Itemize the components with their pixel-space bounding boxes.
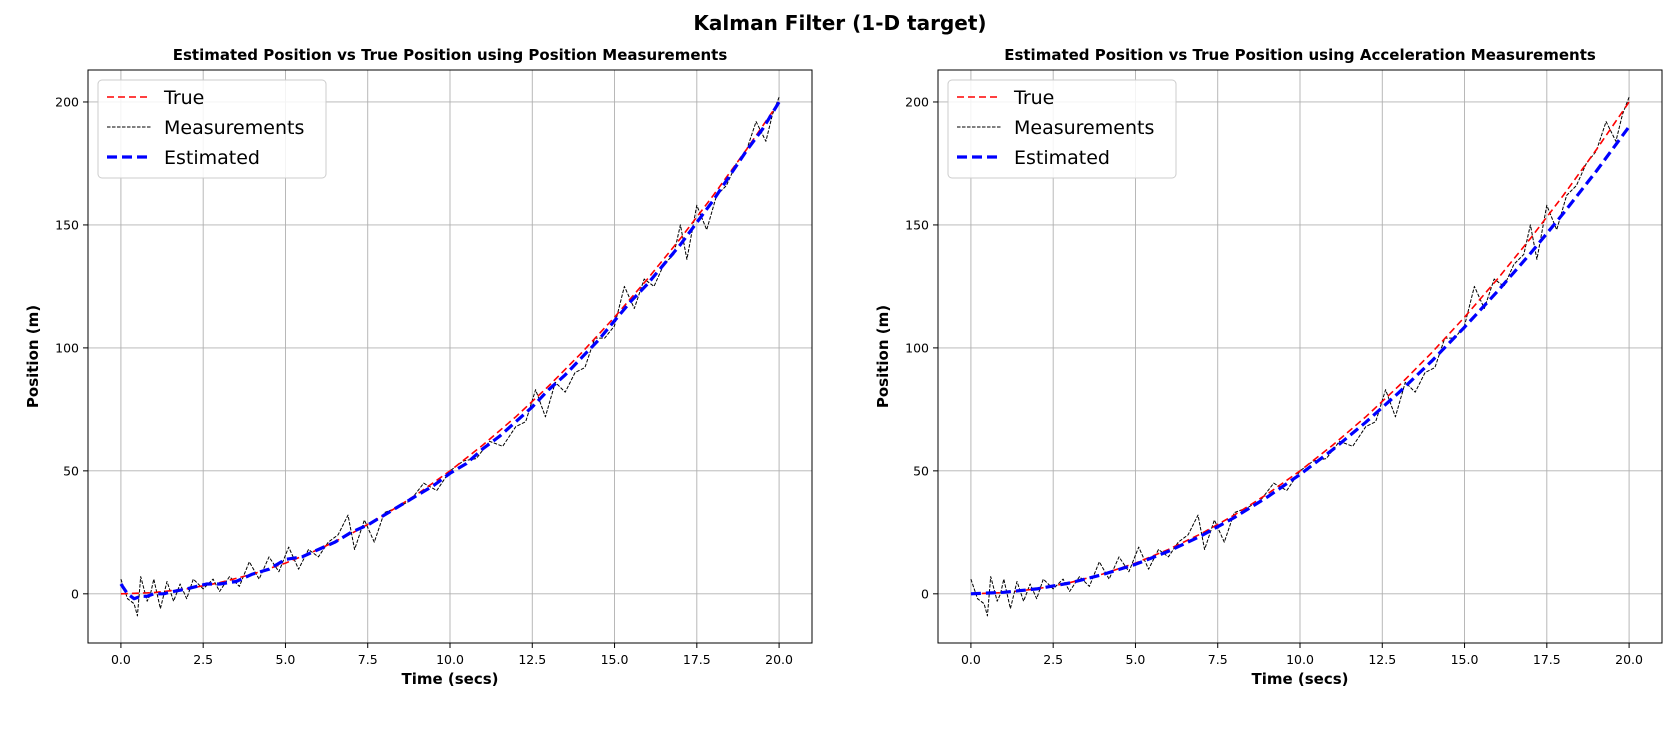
legend-label-measurements: Measurements xyxy=(1014,117,1154,139)
series-line-estimated xyxy=(119,101,781,601)
x-tick-label: 15.0 xyxy=(1451,652,1479,667)
legend-label-true: True xyxy=(1013,87,1054,109)
x-tick-label: 5.0 xyxy=(1126,652,1146,667)
x-tick-label: 15.0 xyxy=(601,652,629,667)
y-tick-label: 50 xyxy=(913,463,929,478)
y-tick-label: 100 xyxy=(55,340,79,355)
x-tick-label: 7.5 xyxy=(1208,652,1228,667)
series-group xyxy=(119,96,781,617)
series-group xyxy=(970,96,1631,617)
x-tick-label: 0.0 xyxy=(961,652,981,667)
x-tick-label: 17.5 xyxy=(1533,652,1561,667)
series-line-measurements xyxy=(970,96,1630,617)
y-tick-label: 150 xyxy=(55,217,79,232)
chart-title: Estimated Position vs True Position usin… xyxy=(173,46,728,64)
x-tick-label: 17.5 xyxy=(683,652,711,667)
legend: True Measurements Estimated xyxy=(947,79,1177,179)
x-tick-label: 12.5 xyxy=(1368,652,1396,667)
y-tick-label: 200 xyxy=(905,94,929,109)
legend-box xyxy=(97,79,327,179)
x-tick-label: 10.0 xyxy=(1286,652,1314,667)
grid xyxy=(88,70,812,643)
legend: True Measurements Estimated xyxy=(97,79,327,179)
y-tick-label: 150 xyxy=(905,217,929,232)
legend-label-estimated: Estimated xyxy=(1014,147,1110,169)
x-tick-label: 7.5 xyxy=(358,652,378,667)
figure-title: Kalman Filter (1-D target) xyxy=(693,11,986,35)
y-tick-label: 50 xyxy=(63,463,79,478)
chart-title: Estimated Position vs True Position usin… xyxy=(1004,46,1596,64)
y-axis-label: Position (m) xyxy=(24,305,42,408)
x-tick-label: 12.5 xyxy=(518,652,546,667)
x-tick-label: 2.5 xyxy=(1043,652,1063,667)
legend-box xyxy=(947,79,1177,179)
x-axis-label: Time (secs) xyxy=(1251,670,1348,688)
y-tick-label: 200 xyxy=(55,94,79,109)
series-line-true xyxy=(120,101,780,595)
series-line-estimated xyxy=(970,125,1631,596)
y-tick-label: 100 xyxy=(905,340,929,355)
y-tick-label: 0 xyxy=(921,586,929,601)
x-axis-label: Time (secs) xyxy=(401,670,498,688)
x-tick-label: 20.0 xyxy=(765,652,793,667)
legend-label-measurements: Measurements xyxy=(164,117,304,139)
legend-label-estimated: Estimated xyxy=(164,147,260,169)
right-chart: 0.0 2.5 5.0 7.5 10.0 12.5 15.0 17.5 20.0 0 50 100 15… xyxy=(874,46,1663,688)
x-tick-label: 20.0 xyxy=(1615,652,1643,667)
legend-label-true: True xyxy=(163,87,204,109)
y-tick-label: 0 xyxy=(71,586,79,601)
left-chart: 0.0 2.5 5.0 7.5 10.0 12.5 15.0 17.5 20.0 0 50 100 15… xyxy=(24,46,813,688)
x-tick-label: 5.0 xyxy=(276,652,296,667)
x-tick-label: 2.5 xyxy=(193,652,213,667)
y-axis-label: Position (m) xyxy=(874,305,892,408)
x-tick-label: 10.0 xyxy=(436,652,464,667)
x-tick-label: 0.0 xyxy=(111,652,131,667)
